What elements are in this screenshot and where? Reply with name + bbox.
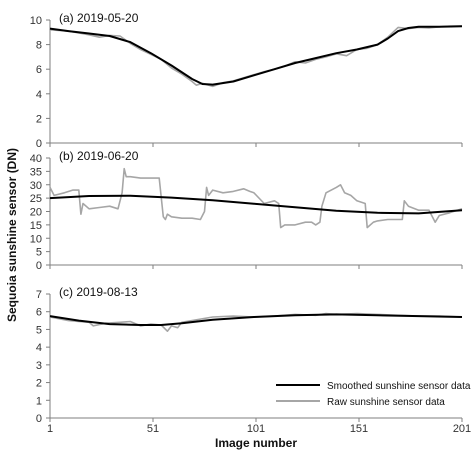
y-tick-label: 1 [36,395,42,407]
panel-title: (b) 2019-06-20 [59,149,139,163]
y-tick-label: 8 [36,40,42,52]
y-tick-label: 10 [30,233,42,245]
smoothed-series-line [49,194,463,215]
x-tick-label: 1 [47,423,53,435]
x-tick-label: 51 [147,423,159,435]
y-tick-label: 25 [30,193,42,205]
y-tick-label: 0 [36,413,42,425]
legend-raw-label: Raw sunshine sensor data [327,397,445,408]
y-tick-label: 35 [30,166,42,178]
y-tick-label: 0 [36,138,42,150]
y-tick-label: 5 [36,247,42,259]
y-tick-label: 2 [36,378,42,390]
y-tick-label: 4 [36,89,42,101]
y-tick-label: 6 [36,64,42,76]
y-tick-label: 30 [30,180,42,192]
y-tick-label: 10 [30,15,42,27]
y-tick-label: 5 [36,324,42,336]
y-axis-label-text: Sequoia sunshine sensor (DN) [5,147,19,323]
x-tick-label: 201 [453,423,471,435]
smoothed-series-line [49,313,463,326]
y-tick-label: 4 [36,342,42,354]
panel-title: (a) 2019-05-20 [59,11,139,25]
y-tick-label: 2 [36,113,42,125]
smoothed-series-line [49,25,463,86]
y-tick-label: 6 [36,307,42,319]
panel-title: (c) 2019-08-13 [59,285,138,299]
x-axis-label: Image number [214,436,298,450]
y-axis-label: Sequoia sunshine sensor (DN) [2,110,22,360]
y-tick-label: 15 [30,220,42,232]
raw-series-line [49,167,463,229]
x-tick-label: 151 [350,423,368,435]
legend-smoothed-label: Smoothed sunshine sensor data [327,381,471,392]
y-tick-label: 40 [30,153,42,165]
x-tick-label: 101 [247,423,265,435]
y-tick-label: 0 [36,260,42,272]
raw-series-line [49,312,463,333]
y-tick-label: 7 [36,289,42,301]
raw-series-line [49,25,462,88]
y-tick-label: 3 [36,360,42,372]
y-tick-label: 20 [30,207,42,219]
